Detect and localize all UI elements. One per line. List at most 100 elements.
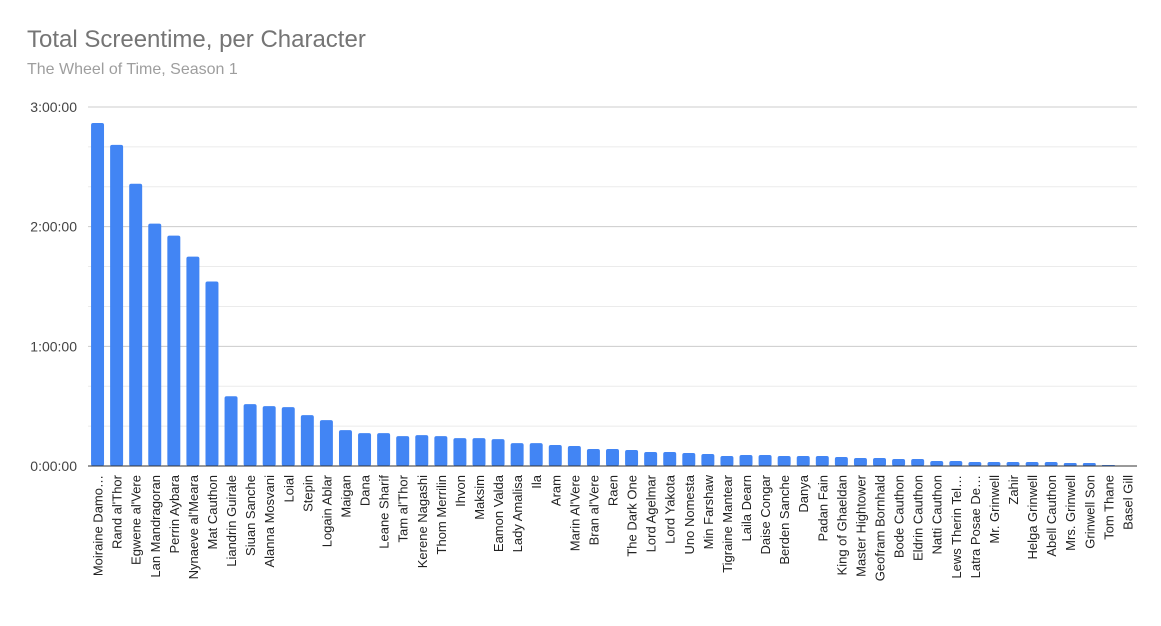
- bar: [415, 435, 429, 466]
- bar: [758, 455, 772, 466]
- x-tick-label: Min Farshaw: [701, 474, 716, 549]
- bar: [1025, 462, 1039, 466]
- bar: [529, 443, 543, 466]
- bar: [987, 462, 1001, 466]
- bar: [148, 223, 162, 466]
- bar: [548, 445, 562, 466]
- x-tick-label: Lord Agelmar: [644, 474, 659, 552]
- chart-title: Total Screentime, per Character: [27, 26, 366, 53]
- x-tick-label: Stepin: [300, 475, 315, 512]
- x-tick-label: Liandrin Guirale: [224, 475, 239, 567]
- bar: [377, 433, 391, 466]
- bar: [644, 452, 658, 466]
- bar: [873, 458, 887, 466]
- y-tick-label: 2:00:00: [30, 219, 77, 235]
- bar: [930, 461, 944, 466]
- bar: [815, 456, 829, 466]
- x-tick-label: Alanna Mosvani: [262, 475, 277, 568]
- x-tick-label: Dana: [358, 474, 373, 506]
- x-tick-label: Egwene al'Vere: [129, 475, 144, 565]
- x-tick-label: Daise Congar: [758, 474, 773, 554]
- x-tick-label: Bode Cauthon: [892, 475, 907, 558]
- bar: [796, 456, 810, 466]
- bar: [510, 443, 524, 466]
- bar: [720, 456, 734, 466]
- bar: [606, 449, 619, 466]
- x-tick-label: Leane Sharif: [377, 475, 392, 549]
- x-tick-label: Lews Therin Tel…: [949, 475, 964, 579]
- bar: [586, 449, 600, 466]
- x-tick-label: Abell Cauthon: [1044, 475, 1059, 557]
- x-tick-label: Maksim: [472, 475, 487, 520]
- bar: [110, 144, 124, 466]
- bar: [396, 436, 410, 466]
- x-tick-label: Berden Sanche: [777, 475, 792, 565]
- x-tick-label: Helga Grinwell: [1025, 475, 1040, 560]
- bar: [949, 461, 963, 466]
- bar: [472, 438, 486, 466]
- bar: [300, 415, 314, 466]
- bar: [892, 459, 906, 466]
- bar: [434, 436, 448, 466]
- x-tick-label: Mr. Grinwell: [987, 475, 1002, 544]
- x-tick-label: Geofram Bornhald: [873, 475, 888, 581]
- x-tick-label: Padan Fain: [815, 475, 830, 542]
- bars: [91, 122, 1115, 466]
- bar: [834, 457, 848, 466]
- x-tick-label: Rand al'Thor: [110, 474, 125, 549]
- x-tick-label: Nynaeve al'Meara: [186, 474, 201, 579]
- x-tick-label: Marin Al'Vere: [567, 475, 582, 551]
- x-tick-label: Latra Posae De…: [968, 475, 983, 578]
- x-tick-label: Eldrin Cauthon: [911, 475, 926, 561]
- x-tick-label: Bran al'Vere: [586, 475, 601, 545]
- x-tick-label: Siuan Sanche: [243, 475, 258, 556]
- bar: [625, 450, 639, 466]
- x-tick-label: Ihvon: [453, 475, 468, 507]
- bar: [243, 404, 257, 466]
- y-tick-label: 0:00:00: [30, 458, 77, 474]
- x-axis-tick-labels: Moiraine Damo… Rand al'Thor Egwene al'Vere…: [91, 474, 1136, 581]
- x-tick-label: Eamon Valda: [491, 474, 506, 552]
- bar: [701, 454, 715, 466]
- x-tick-label: Moiraine Damo…: [91, 475, 106, 576]
- bar: [567, 446, 581, 466]
- x-tick-label: Laila Dearn: [739, 475, 754, 542]
- x-tick-label: Raen: [606, 475, 621, 506]
- bar: [205, 281, 219, 466]
- bar: [453, 438, 467, 466]
- y-axis-tick-labels: 0:00:00 1:00:00 2:00:00 3:00:00: [30, 99, 77, 474]
- bar: [1044, 462, 1058, 466]
- x-tick-label: Perrin Aybara: [167, 474, 182, 553]
- bar: [129, 183, 143, 466]
- x-tick-label: Tam al'Thor: [396, 474, 411, 542]
- bar: [167, 235, 181, 466]
- bar: [91, 122, 105, 466]
- bar: [491, 439, 505, 466]
- x-tick-label: Tom Thane: [1101, 475, 1116, 540]
- x-tick-label: Basel Gill: [1120, 475, 1135, 530]
- bar: [777, 456, 791, 466]
- bar: [853, 458, 867, 466]
- x-tick-label: Maigan: [338, 475, 353, 518]
- bar: [186, 256, 200, 466]
- gridlines: [88, 106, 1137, 427]
- chart-subtitle: The Wheel of Time, Season 1: [27, 61, 238, 78]
- bar: [281, 407, 295, 466]
- bar: [739, 455, 753, 466]
- x-tick-label: Thom Merrilin: [434, 475, 449, 554]
- y-tick-label: 3:00:00: [30, 99, 77, 115]
- x-tick-label: Ila: [529, 474, 544, 489]
- x-tick-label: Danya: [796, 474, 811, 512]
- bar: [682, 453, 696, 466]
- x-tick-label: Uno Nomesta: [682, 474, 697, 554]
- x-tick-label: Grinwell Son: [1082, 475, 1097, 549]
- y-tick-label: 1:00:00: [30, 338, 77, 354]
- bar: [663, 452, 677, 466]
- x-tick-label: Natti Cauthon: [930, 475, 945, 555]
- x-tick-label: Master Hightower: [853, 474, 868, 577]
- x-tick-label: Loial: [281, 475, 296, 503]
- bar: [1082, 463, 1096, 466]
- bar: [911, 459, 925, 466]
- bar: [338, 430, 352, 466]
- bar: [1006, 462, 1020, 466]
